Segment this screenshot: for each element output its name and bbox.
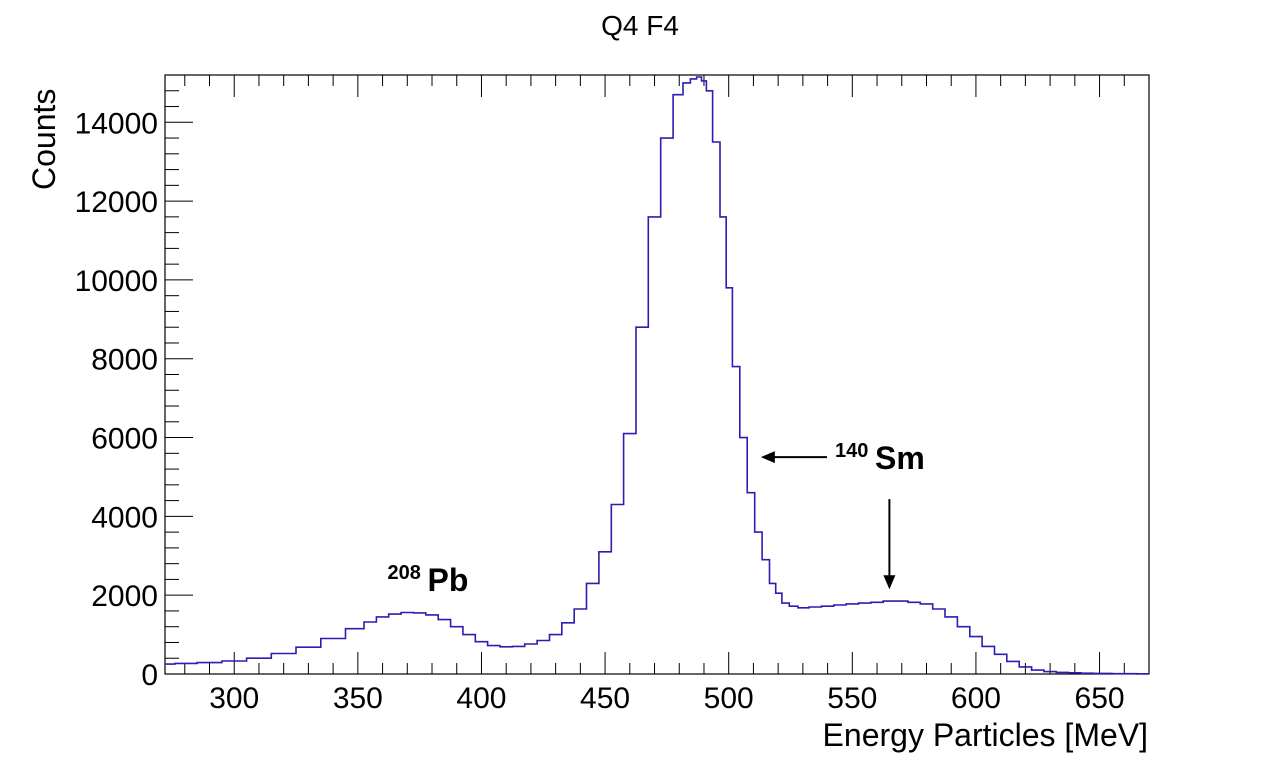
annotation-sm: 140 Sm [760, 440, 925, 590]
y-tick-label: 6000 [91, 423, 158, 456]
annotations: 208 Pb 140 Sm [388, 440, 925, 598]
y-tick-label: 12000 [75, 186, 158, 219]
x-axis-tick-labels: 300 350 400 450 500 550 600 650 [209, 682, 1124, 715]
series-line [165, 76, 1149, 675]
y-axis-ticks [165, 74, 193, 675]
annotation-label: Pb [428, 562, 469, 598]
y-axis-title: Counts [26, 89, 62, 190]
plot-frame [164, 74, 1150, 675]
chart-title: Q4 F4 [601, 10, 679, 41]
y-tick-label: 0 [141, 659, 158, 692]
annotation-label: Sm [875, 440, 925, 476]
x-tick-label: 350 [333, 682, 383, 715]
y-axis-tick-labels: 0 2000 4000 6000 8000 10000 12000 14000 [75, 107, 158, 692]
y-tick-label: 10000 [75, 265, 158, 298]
arrow-head-down [883, 575, 896, 590]
annotation-pb: 208 Pb [388, 562, 469, 598]
annotation-superscript: 140 [835, 440, 868, 462]
x-tick-label: 400 [456, 682, 506, 715]
y-tick-label: 8000 [91, 344, 158, 377]
x-tick-label: 450 [580, 682, 630, 715]
x-tick-label: 300 [209, 682, 259, 715]
x-tick-label: 600 [951, 682, 1001, 715]
x-axis-title: Energy Particles [MeV] [823, 717, 1148, 753]
x-tick-label: 550 [827, 682, 877, 715]
x-axis-ticks [184, 75, 1150, 674]
y-tick-label: 14000 [75, 107, 158, 140]
y-tick-label: 4000 [91, 501, 158, 534]
y-tick-label: 2000 [91, 580, 158, 613]
annotation-superscript: 208 [388, 562, 421, 584]
plot-border [164, 74, 1150, 675]
x-tick-label: 650 [1075, 682, 1125, 715]
arrow-head [760, 451, 775, 464]
x-tick-label: 500 [704, 682, 754, 715]
